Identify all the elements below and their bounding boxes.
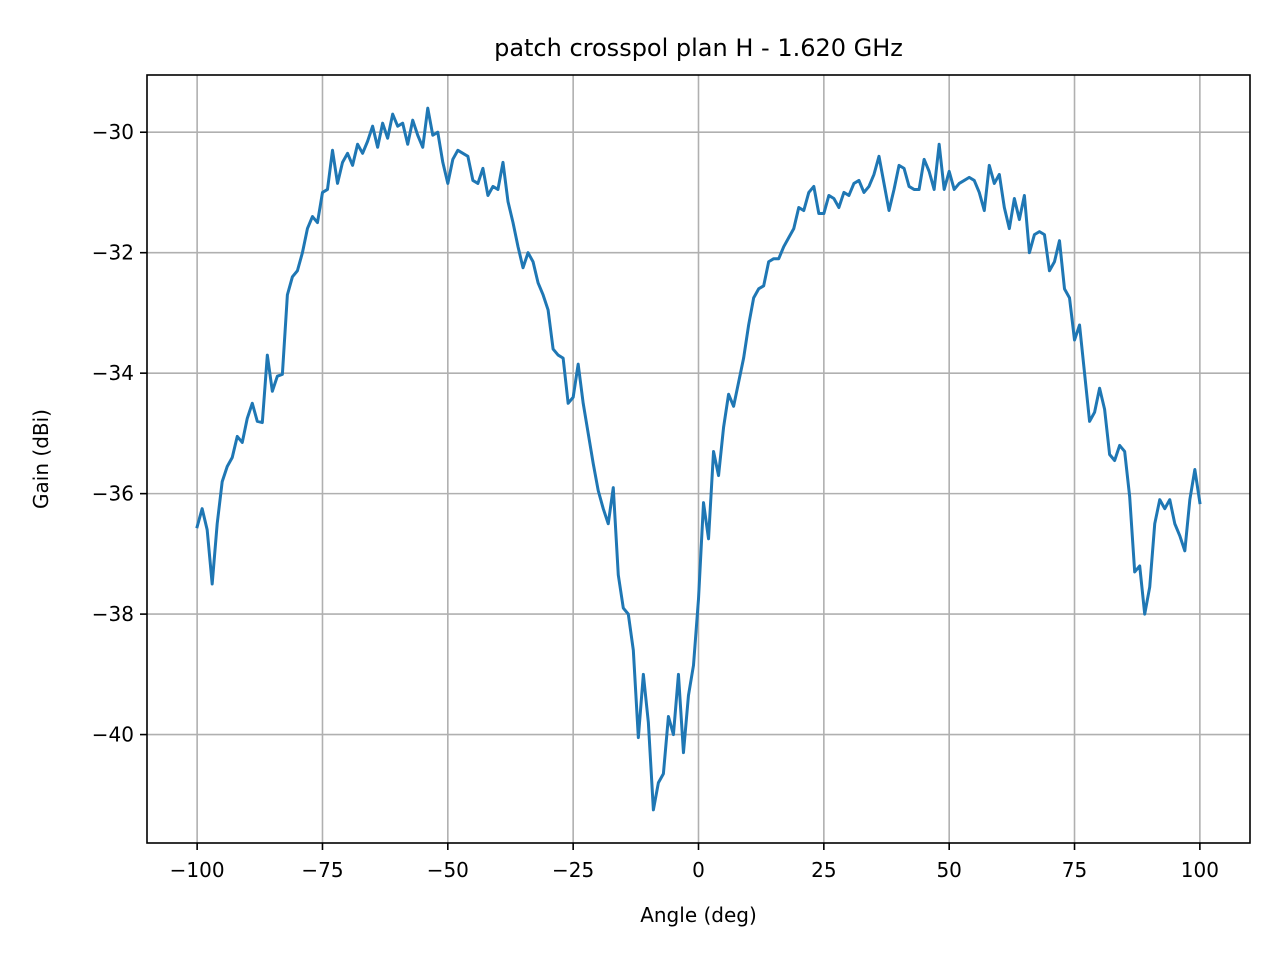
plot-lines — [195, 106, 1202, 812]
series-line — [195, 106, 1202, 812]
y-tick-label: −32 — [92, 241, 134, 265]
x-tick-label: 75 — [1062, 858, 1087, 882]
y-tick-label: −30 — [92, 120, 134, 144]
x-tick-label: 50 — [936, 858, 961, 882]
axis-ticks: −100 −75 −50 −25 0 25 50 75 100 −30 −32 −34 −36 −38 −4… — [92, 120, 1219, 882]
x-tick-label: 0 — [692, 858, 705, 882]
x-tick-label: −75 — [301, 858, 343, 882]
y-tick-label: −38 — [92, 602, 134, 626]
x-tick-label: 100 — [1181, 858, 1219, 882]
x-axis-label: Angle (deg) — [640, 903, 757, 927]
y-axis-label: Gain (dBi) — [29, 409, 53, 509]
y-tick-label: −36 — [92, 482, 134, 506]
x-tick-label: −100 — [170, 858, 225, 882]
y-tick-label: −40 — [92, 723, 134, 747]
y-tick-label: −34 — [92, 361, 134, 385]
x-tick-label: −25 — [552, 858, 594, 882]
x-tick-label: 25 — [811, 858, 836, 882]
x-tick-label: −50 — [427, 858, 469, 882]
chart-title: patch crosspol plan H - 1.620 GHz — [494, 34, 903, 62]
